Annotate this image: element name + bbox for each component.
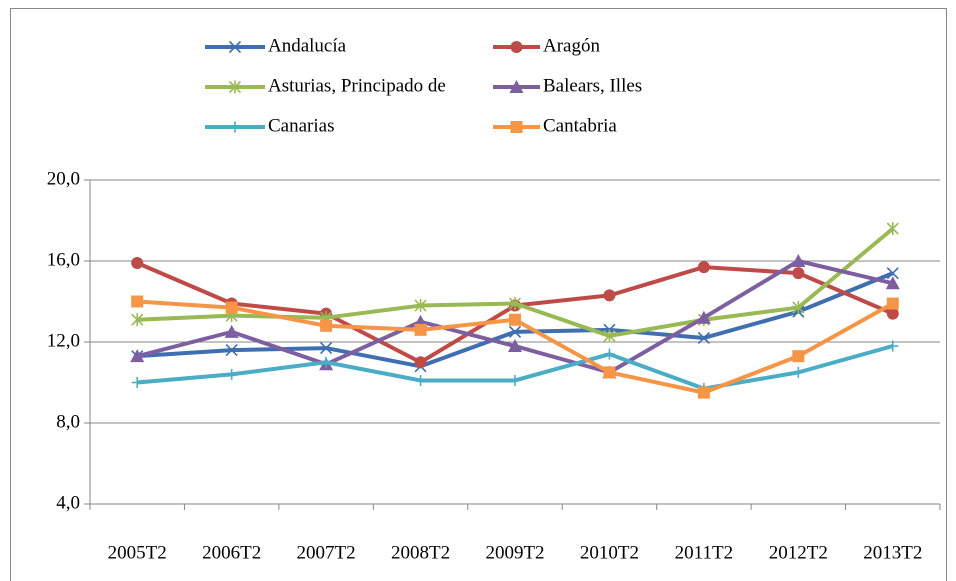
marker bbox=[130, 349, 145, 363]
marker-stroke bbox=[225, 344, 238, 357]
marker bbox=[131, 313, 144, 327]
marker bbox=[229, 121, 241, 133]
y-tick-label: 20,0 bbox=[47, 168, 80, 189]
marker bbox=[791, 254, 806, 267]
marker-shape bbox=[603, 289, 616, 302]
marker bbox=[414, 299, 427, 313]
marker-stroke bbox=[886, 267, 899, 280]
marker bbox=[885, 276, 900, 290]
marker-shape bbox=[697, 261, 710, 274]
marker bbox=[131, 295, 144, 308]
legend-label: Balears, Illes bbox=[543, 75, 642, 96]
marker-shape bbox=[791, 254, 806, 267]
x-tick-label: 2008T2 bbox=[391, 542, 450, 563]
marker-shape bbox=[225, 301, 238, 314]
legend-label: Andalucía bbox=[268, 35, 347, 56]
marker bbox=[131, 257, 144, 270]
marker-shape bbox=[320, 319, 333, 332]
marker-shape bbox=[509, 80, 524, 93]
marker bbox=[509, 80, 524, 93]
marker-shape bbox=[886, 297, 899, 310]
marker bbox=[792, 350, 805, 363]
marker-stroke bbox=[697, 331, 710, 345]
y-tick-label: 4,0 bbox=[56, 492, 80, 513]
marker bbox=[320, 319, 333, 332]
marker-shape bbox=[414, 356, 427, 369]
marker bbox=[697, 261, 710, 274]
marker bbox=[414, 323, 427, 336]
marker bbox=[886, 267, 899, 280]
marker-shape bbox=[792, 267, 805, 280]
marker-shape bbox=[509, 313, 521, 326]
y-tick-label: 8,0 bbox=[56, 411, 80, 432]
marker bbox=[508, 297, 522, 311]
marker bbox=[792, 267, 805, 280]
y-tick-label: 16,0 bbox=[47, 249, 80, 270]
marker-shape bbox=[603, 366, 616, 379]
marker bbox=[603, 329, 616, 343]
marker-stroke bbox=[320, 342, 333, 355]
marker bbox=[228, 40, 242, 54]
marker-shape bbox=[886, 307, 899, 320]
marker-shape bbox=[792, 350, 805, 363]
marker bbox=[225, 344, 238, 357]
marker bbox=[603, 366, 616, 379]
marker bbox=[510, 41, 523, 53]
marker bbox=[792, 301, 805, 315]
x-tick-label: 2012T2 bbox=[769, 542, 828, 563]
marker bbox=[792, 366, 804, 378]
marker-shape bbox=[131, 257, 144, 270]
marker-stroke bbox=[228, 40, 242, 54]
marker bbox=[509, 313, 521, 326]
marker bbox=[224, 324, 239, 338]
marker bbox=[320, 342, 333, 355]
marker bbox=[228, 80, 242, 94]
marker bbox=[886, 222, 899, 236]
marker-stroke bbox=[508, 325, 522, 338]
chart-border bbox=[10, 8, 947, 581]
marker bbox=[697, 386, 710, 399]
marker bbox=[603, 348, 615, 360]
marker-shape bbox=[510, 41, 523, 53]
x-tick-label: 2010T2 bbox=[580, 542, 639, 563]
marker-shape bbox=[510, 121, 523, 133]
marker bbox=[414, 356, 427, 369]
marker bbox=[415, 374, 427, 386]
marker-shape bbox=[224, 324, 239, 338]
legend-label: Cantabria bbox=[543, 115, 617, 136]
marker-shape bbox=[697, 386, 710, 399]
marker bbox=[886, 297, 899, 310]
marker bbox=[508, 339, 522, 353]
marker bbox=[131, 377, 143, 388]
legend-label: Canarias bbox=[268, 115, 334, 136]
marker bbox=[510, 121, 523, 133]
marker-shape bbox=[131, 295, 144, 308]
legend-label: Aragón bbox=[543, 35, 600, 56]
marker bbox=[696, 310, 711, 324]
marker bbox=[886, 307, 899, 320]
marker bbox=[226, 368, 238, 380]
marker-shape bbox=[414, 323, 427, 336]
marker bbox=[509, 374, 521, 386]
marker-shape bbox=[696, 310, 711, 324]
x-tick-label: 2006T2 bbox=[202, 542, 261, 563]
x-tick-label: 2013T2 bbox=[863, 542, 922, 563]
legend-label: Asturias, Principado de bbox=[268, 75, 446, 96]
marker-shape bbox=[508, 339, 522, 353]
marker bbox=[697, 331, 710, 345]
marker bbox=[508, 325, 522, 338]
y-tick-label: 12,0 bbox=[47, 330, 80, 351]
marker bbox=[887, 340, 899, 352]
marker bbox=[603, 289, 616, 302]
x-tick-label: 2007T2 bbox=[297, 542, 356, 563]
marker-shape bbox=[130, 349, 145, 363]
x-tick-label: 2005T2 bbox=[108, 542, 167, 563]
marker bbox=[225, 301, 238, 314]
marker-shape bbox=[885, 276, 900, 290]
marker bbox=[320, 356, 332, 368]
x-tick-label: 2009T2 bbox=[485, 542, 544, 563]
x-tick-label: 2011T2 bbox=[675, 542, 733, 563]
